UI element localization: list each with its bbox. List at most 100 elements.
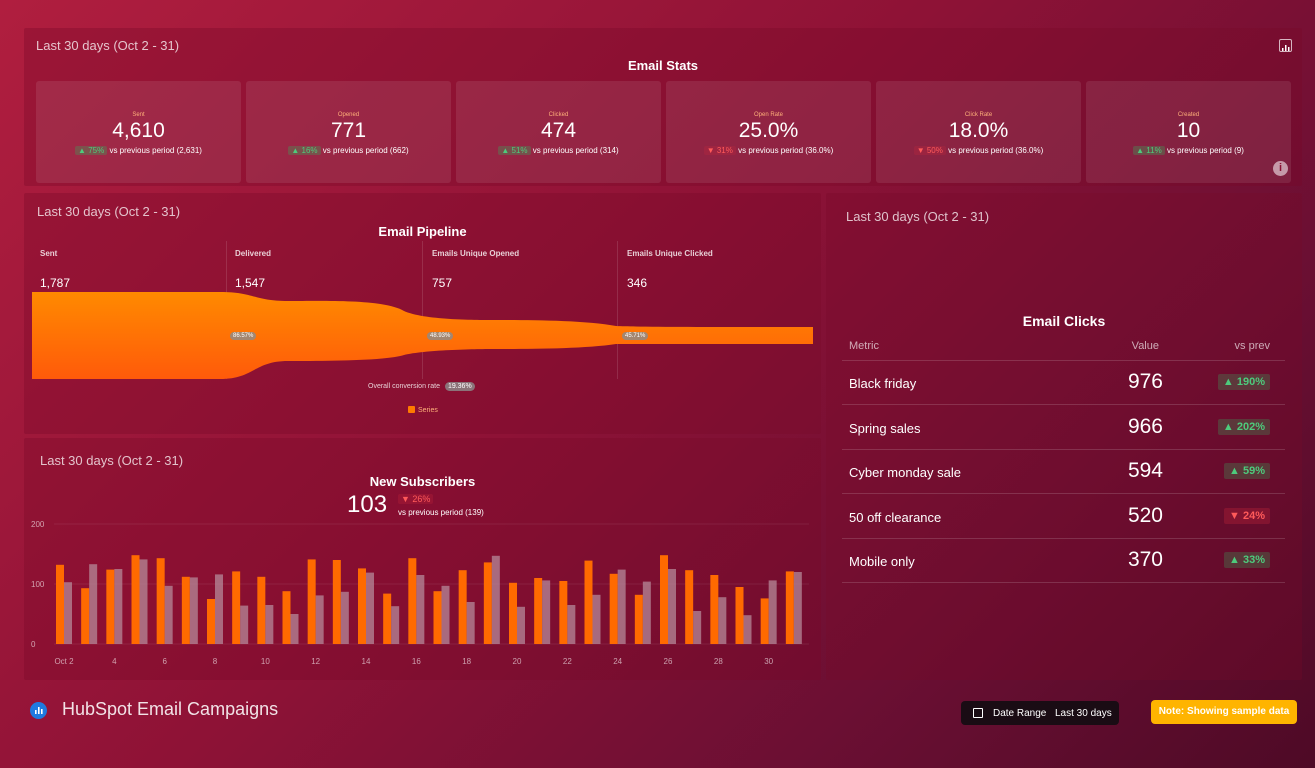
bar[interactable]: [383, 593, 392, 644]
bar[interactable]: [609, 573, 618, 644]
bar[interactable]: [685, 570, 694, 644]
bar[interactable]: [793, 572, 802, 644]
bar[interactable]: [735, 587, 744, 644]
bar[interactable]: [64, 582, 72, 644]
table-row[interactable]: Spring sales 966 ▲ 202%: [842, 406, 1285, 450]
bar[interactable]: [559, 581, 568, 644]
table-row[interactable]: Mobile only 370 ▲ 33%: [842, 539, 1285, 583]
bar[interactable]: [634, 594, 643, 644]
bar[interactable]: [181, 576, 190, 644]
row-delta-badge: ▲ 59%: [1224, 463, 1270, 479]
bar[interactable]: [517, 606, 525, 644]
bar[interactable]: [441, 585, 450, 644]
bar[interactable]: [114, 569, 123, 644]
stat-delta: ▲ 51% vs previous period (314): [456, 146, 661, 155]
pipeline-val-delivered: 1,547: [235, 276, 266, 290]
bar[interactable]: [139, 559, 148, 644]
bar[interactable]: [340, 591, 349, 644]
bar[interactable]: [366, 572, 374, 644]
bar[interactable]: [89, 564, 98, 644]
bar[interactable]: [282, 591, 291, 644]
conversion-rate: Overall conversion rate 19.36%: [368, 382, 475, 391]
table-row[interactable]: Cyber monday sale 594 ▲ 59%: [842, 450, 1285, 494]
x-tick-label: 6: [162, 657, 167, 666]
bar[interactable]: [408, 558, 417, 644]
bar[interactable]: [483, 562, 492, 644]
bar[interactable]: [315, 595, 324, 644]
bar[interactable]: [307, 559, 316, 644]
stat-card-clicked[interactable]: Clicked 474 ▲ 51% vs previous period (314): [456, 81, 661, 183]
date-range-picker[interactable]: Date Range Last 30 days: [961, 701, 1119, 725]
info-icon[interactable]: i: [1273, 161, 1288, 176]
bar[interactable]: [743, 615, 752, 644]
bar[interactable]: [56, 564, 64, 644]
header-value: Value: [1131, 340, 1159, 352]
bar[interactable]: [660, 555, 668, 644]
bar[interactable]: [332, 560, 341, 644]
bar[interactable]: [534, 578, 543, 644]
bar[interactable]: [215, 574, 223, 644]
bar[interactable]: [358, 568, 366, 644]
bar[interactable]: [693, 611, 702, 644]
bar[interactable]: [592, 594, 601, 644]
bar[interactable]: [257, 576, 266, 644]
bar[interactable]: [131, 555, 140, 644]
stat-card-created[interactable]: Created 10 ▲ 11% vs previous period (9): [1086, 81, 1291, 183]
bar[interactable]: [207, 599, 215, 644]
chart-icon[interactable]: [1279, 39, 1292, 52]
bar[interactable]: [240, 605, 249, 644]
bar[interactable]: [567, 605, 576, 644]
bar[interactable]: [232, 571, 241, 644]
stat-delta-badge: ▲ 16%: [288, 146, 321, 155]
stat-card-open-rate[interactable]: Open Rate 25.0% ▼ 31% vs previous period (…: [666, 81, 871, 183]
bar[interactable]: [164, 585, 173, 644]
table-row[interactable]: 50 off clearance 520 ▼ 24%: [842, 495, 1285, 539]
bar[interactable]: [156, 558, 165, 644]
bar[interactable]: [768, 580, 777, 644]
table-row[interactable]: Black friday 976 ▲ 190%: [842, 361, 1285, 405]
stat-card-sent[interactable]: Sent 4,610 ▲ 75% vs previous period (2,631…: [36, 81, 241, 183]
bar[interactable]: [718, 597, 727, 644]
x-tick-label: Oct 2: [54, 657, 74, 666]
row-metric: Mobile only: [849, 554, 915, 569]
bar[interactable]: [106, 569, 115, 644]
bar[interactable]: [433, 591, 442, 644]
stat-card-click-rate[interactable]: Click Rate 18.0% ▼ 50% vs previous period …: [876, 81, 1081, 183]
bar[interactable]: [642, 581, 651, 644]
legend-label: Series: [418, 407, 438, 414]
stat-delta-badge: ▼ 50%: [913, 146, 946, 155]
bar[interactable]: [760, 598, 769, 644]
bar[interactable]: [466, 602, 475, 644]
bar[interactable]: [491, 555, 500, 644]
stat-label: Clicked: [548, 112, 569, 118]
bar[interactable]: [509, 582, 517, 644]
email-stats-panel: Last 30 days (Oct 2 - 31) Email Stats Se…: [24, 28, 1302, 186]
pipeline-legend[interactable]: Series: [408, 406, 438, 414]
bar[interactable]: [710, 575, 719, 644]
bar[interactable]: [391, 606, 400, 644]
stat-compare: vs previous period (36.0%): [738, 146, 834, 155]
subscribers-bar-chart: 200 100 0 Oct 2 4 6 8 10 12 14 16 18 20 22 24 26 28 30: [31, 520, 809, 666]
bar[interactable]: [617, 569, 626, 644]
bar[interactable]: [189, 577, 198, 644]
bar[interactable]: [81, 588, 90, 644]
y-tick-label: 0: [31, 640, 36, 649]
stat-delta: ▲ 75% vs previous period (2,631): [36, 146, 241, 155]
bar[interactable]: [265, 605, 274, 644]
legend-checkbox-icon[interactable]: [408, 406, 415, 413]
row-metric: 50 off clearance: [849, 509, 942, 525]
bar[interactable]: [542, 580, 551, 644]
bar[interactable]: [416, 575, 425, 644]
stat-compare: vs previous period (2,631): [109, 146, 202, 155]
bar[interactable]: [668, 569, 676, 644]
bar[interactable]: [458, 570, 467, 644]
stat-delta: ▲ 11% vs previous period (9): [1086, 146, 1291, 155]
stat-card-opened[interactable]: Opened 771 ▲ 16% vs previous period (662): [246, 81, 451, 183]
bar[interactable]: [785, 571, 794, 644]
bar[interactable]: [290, 614, 299, 644]
pipeline-val-clicked: 346: [627, 276, 648, 290]
bar[interactable]: [584, 560, 593, 644]
clicks-title: Email Clicks: [1022, 313, 1106, 329]
email-pipeline-panel: Last 30 days (Oct 2 - 31) Email Pipeline…: [24, 193, 821, 434]
pipeline-col-clicked: Emails Unique Clicked: [627, 249, 713, 258]
